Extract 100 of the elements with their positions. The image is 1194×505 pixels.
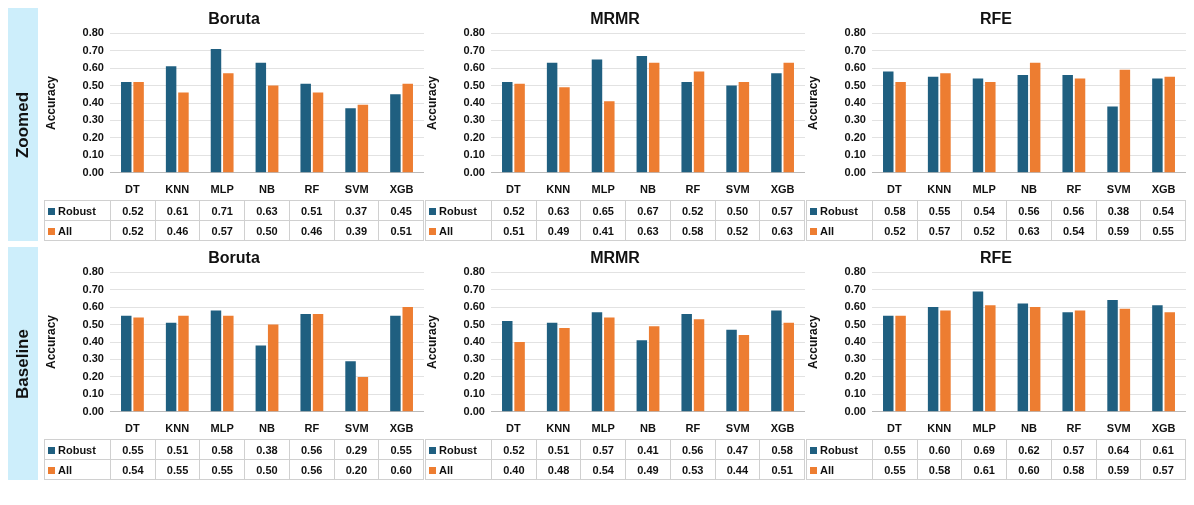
data-label: 0.63 <box>244 200 290 221</box>
y-tick-label: 0.10 <box>463 387 485 400</box>
bar <box>514 83 525 173</box>
data-label: 0.53 <box>670 459 716 480</box>
y-tick-label: 0.30 <box>844 113 866 126</box>
x-tick-label: RF <box>685 422 701 435</box>
data-label: 0.60 <box>378 459 424 480</box>
y-tick-label: 0.00 <box>844 404 866 417</box>
bar <box>1017 303 1029 412</box>
bar <box>514 342 525 412</box>
y-tick-label: 0.40 <box>82 335 104 348</box>
data-label: 0.38 <box>1096 200 1141 221</box>
data-label: 0.51 <box>759 459 805 480</box>
bar <box>133 317 144 412</box>
data-label: 0.59 <box>1096 220 1141 241</box>
data-label: 0.37 <box>334 200 379 221</box>
data-label: 0.51 <box>491 220 537 241</box>
bar <box>357 376 369 412</box>
y-tick-label: 0.60 <box>82 61 104 74</box>
bar <box>972 78 984 173</box>
bar <box>559 328 570 412</box>
bar <box>312 92 324 173</box>
bar <box>927 307 939 412</box>
data-label: 0.55 <box>872 439 918 460</box>
x-tick-label: SVM <box>725 183 750 196</box>
y-tick-label: 0.70 <box>463 43 485 56</box>
data-label: 0.54 <box>961 200 1007 221</box>
bar <box>636 340 648 412</box>
y-tick-label: 0.50 <box>844 78 866 91</box>
bar <box>726 85 737 173</box>
bar <box>681 314 692 412</box>
y-tick-label: 0.10 <box>82 387 104 400</box>
bar <box>1029 307 1041 412</box>
y-tick-label: 0.30 <box>463 113 485 126</box>
y-tick-label: 0.30 <box>463 352 485 365</box>
bar <box>1074 310 1086 412</box>
text: Baseline <box>13 328 33 399</box>
bar <box>300 83 311 173</box>
bar <box>390 315 401 412</box>
x-tick-label: NB <box>640 183 656 196</box>
bar <box>402 307 413 412</box>
y-tick-label: 0.40 <box>463 335 485 348</box>
bar <box>783 62 794 173</box>
data-label: 0.56 <box>1006 200 1052 221</box>
legend-label: Robust <box>425 200 492 221</box>
y-axis-title: Accuracy <box>805 314 820 370</box>
x-tick-label: DT <box>125 183 141 196</box>
x-tick-label: KNN <box>927 183 952 196</box>
x-tick-label: MLP <box>972 422 996 435</box>
data-label: 0.52 <box>491 439 537 460</box>
data-label: 0.55 <box>872 459 918 480</box>
data-label: 0.58 <box>199 439 245 460</box>
chart-title: Boruta <box>208 249 260 267</box>
data-label: 0.55 <box>1140 220 1186 241</box>
bar <box>210 310 222 412</box>
bar <box>738 82 750 173</box>
data-label: 0.58 <box>917 459 962 480</box>
data-label: 0.57 <box>1051 439 1097 460</box>
bar <box>178 92 189 173</box>
y-tick-label: 0.10 <box>844 387 866 400</box>
data-label: 0.41 <box>625 439 671 460</box>
bar <box>559 87 570 173</box>
data-label: 0.56 <box>1051 200 1097 221</box>
data-label: 0.58 <box>670 220 716 241</box>
y-tick-label: 0.60 <box>463 300 485 313</box>
bar <box>267 324 279 412</box>
bar <box>1107 300 1118 412</box>
data-label: 0.52 <box>872 220 918 241</box>
bar <box>1152 305 1163 412</box>
data-label: 0.56 <box>289 459 335 480</box>
y-tick-label: 0.10 <box>463 148 485 161</box>
bar <box>165 322 177 412</box>
x-tick-label: SVM <box>725 422 750 435</box>
bar <box>345 361 356 412</box>
data-label: 0.38 <box>244 439 290 460</box>
x-tick-label: XGB <box>770 422 795 435</box>
bar <box>502 82 513 173</box>
bar <box>402 83 413 173</box>
y-tick-label: 0.30 <box>82 352 104 365</box>
text: Zoomed <box>13 91 33 158</box>
y-tick-label: 0.80 <box>82 26 104 39</box>
data-label: 0.60 <box>917 439 962 460</box>
bar <box>502 321 513 412</box>
x-tick-label: NB <box>259 422 275 435</box>
x-tick-label: XGB <box>1151 422 1176 435</box>
bar <box>223 315 234 412</box>
y-tick-label: 0.00 <box>463 165 485 178</box>
legend-label: Robust <box>425 439 492 460</box>
bar <box>357 104 369 173</box>
x-tick-label: KNN <box>546 183 571 196</box>
legend-label: Robust <box>806 200 873 221</box>
x-tick-label: RF <box>1066 183 1082 196</box>
data-label: 0.63 <box>536 200 581 221</box>
y-tick-label: 0.50 <box>463 317 485 330</box>
data-label: 0.62 <box>1006 439 1052 460</box>
data-label: 0.49 <box>536 220 581 241</box>
data-label: 0.29 <box>334 439 379 460</box>
x-tick-label: MLP <box>210 422 234 435</box>
x-tick-label: XGB <box>389 183 414 196</box>
y-tick-label: 0.60 <box>82 300 104 313</box>
